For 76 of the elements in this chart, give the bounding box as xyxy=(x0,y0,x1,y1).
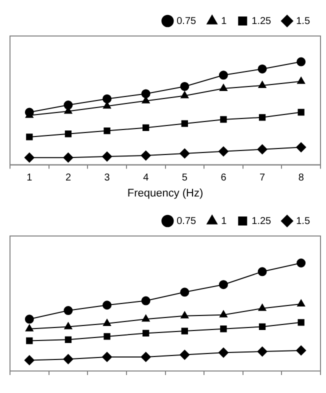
point xyxy=(181,120,188,127)
point xyxy=(63,354,74,364)
legend-label: 0.75 xyxy=(176,16,197,27)
point xyxy=(258,64,267,74)
point xyxy=(298,319,304,326)
point xyxy=(297,76,306,84)
legend-label: 1.5 xyxy=(296,216,310,227)
point xyxy=(64,130,72,138)
point xyxy=(102,94,112,104)
point xyxy=(258,267,267,276)
legend-label: 1.5 xyxy=(296,16,310,27)
point xyxy=(218,348,228,358)
point xyxy=(103,318,111,326)
point xyxy=(64,336,72,344)
point xyxy=(141,89,150,98)
point xyxy=(257,346,268,357)
point xyxy=(258,304,266,311)
point xyxy=(180,350,190,360)
legend-label: 1.25 xyxy=(252,16,272,27)
point xyxy=(298,108,304,116)
point xyxy=(180,91,189,98)
point xyxy=(104,127,110,134)
point xyxy=(142,124,150,132)
x-tick-label: 1 xyxy=(26,172,33,184)
point xyxy=(102,152,112,162)
x-tick-label: 4 xyxy=(143,172,150,184)
legend-label: 1 xyxy=(221,216,228,227)
point xyxy=(24,355,34,366)
point xyxy=(142,330,150,337)
x-tick-label: 6 xyxy=(220,172,227,184)
point xyxy=(26,134,33,140)
legend-label: 1 xyxy=(221,16,228,27)
point xyxy=(296,345,306,356)
point xyxy=(64,100,73,110)
point xyxy=(63,152,74,163)
point xyxy=(102,352,112,362)
point xyxy=(220,326,227,332)
point xyxy=(25,324,34,332)
legend-label: 0.75 xyxy=(176,216,197,227)
x-tick-label: 7 xyxy=(260,172,266,184)
point xyxy=(180,148,190,158)
point xyxy=(180,311,189,318)
point xyxy=(102,300,112,310)
point xyxy=(296,142,306,152)
point xyxy=(64,306,73,316)
point xyxy=(258,80,266,88)
point xyxy=(257,144,268,154)
x-tick-label: 8 xyxy=(298,172,304,184)
point xyxy=(180,288,190,297)
point xyxy=(181,328,188,334)
legend-label: 1.25 xyxy=(252,216,272,227)
point xyxy=(141,296,150,306)
point xyxy=(258,323,266,330)
point xyxy=(218,146,228,156)
point xyxy=(140,150,151,161)
point xyxy=(297,300,306,307)
point xyxy=(296,57,306,66)
point xyxy=(26,337,33,344)
point xyxy=(220,116,227,123)
point xyxy=(180,82,190,91)
point xyxy=(296,258,306,268)
point xyxy=(24,314,34,324)
point xyxy=(64,322,72,330)
point xyxy=(140,352,151,362)
point xyxy=(218,70,228,80)
point xyxy=(218,280,228,290)
x-axis-title: Frequency (Hz) xyxy=(127,187,204,200)
x-tick-label: 3 xyxy=(104,172,110,184)
point xyxy=(258,114,266,121)
point xyxy=(142,314,150,322)
x-tick-label: 5 xyxy=(182,172,188,184)
point xyxy=(24,152,34,163)
point xyxy=(220,310,228,318)
point xyxy=(220,84,228,92)
point xyxy=(104,333,110,340)
x-tick-label: 2 xyxy=(65,172,72,184)
